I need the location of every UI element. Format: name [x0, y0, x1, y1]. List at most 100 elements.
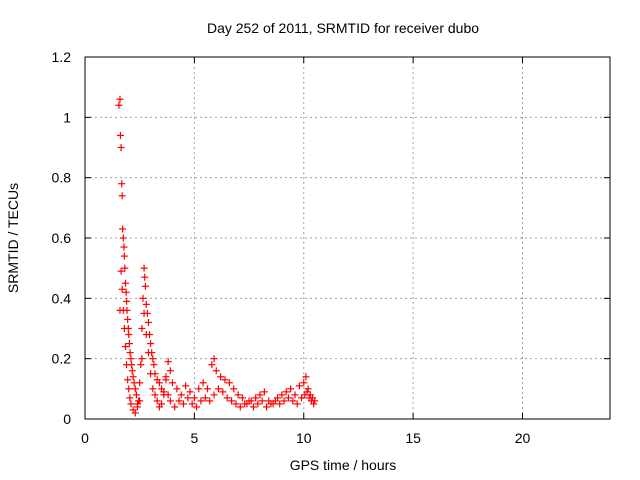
y-tick-label: 1.2	[52, 49, 72, 65]
data-point	[212, 367, 220, 375]
data-point	[234, 391, 242, 399]
data-point	[300, 379, 308, 387]
data-point	[117, 267, 125, 275]
data-point	[120, 243, 128, 251]
data-point	[195, 385, 203, 393]
data-point	[149, 385, 157, 393]
data-point	[149, 355, 157, 363]
data-point	[121, 279, 129, 287]
data-point	[118, 192, 126, 200]
data-point	[230, 385, 238, 393]
data-point	[126, 394, 134, 402]
data-point	[142, 331, 150, 339]
plot-frame	[84, 56, 611, 420]
x-tick-label: 15	[405, 430, 421, 446]
data-point	[131, 409, 139, 417]
data-point	[225, 379, 233, 387]
data-point	[245, 397, 253, 405]
data-point	[141, 282, 149, 290]
data-point	[258, 397, 266, 405]
data-point	[177, 391, 185, 399]
data-point	[228, 397, 236, 405]
data-point	[134, 403, 141, 411]
data-point	[119, 306, 127, 314]
data-point	[201, 394, 209, 402]
data-point	[214, 385, 222, 393]
data-point	[256, 391, 264, 399]
data-point	[284, 394, 292, 402]
data-point	[210, 391, 218, 399]
grid-lines	[85, 57, 610, 419]
data-point	[280, 397, 288, 405]
data-point	[164, 391, 172, 399]
data-point	[126, 349, 134, 357]
y-axis-label: SRMTID / TECUs	[5, 183, 21, 293]
x-tick-labels: 0 5 10 15 20	[81, 430, 530, 446]
data-point	[232, 400, 240, 408]
data-point	[171, 403, 179, 411]
data-point	[136, 379, 144, 387]
data-point	[302, 373, 310, 381]
data-point	[193, 403, 201, 411]
data-point	[132, 391, 140, 399]
data-point	[155, 379, 163, 387]
data-point	[173, 385, 181, 393]
data-point	[219, 388, 227, 396]
data-point	[116, 95, 124, 103]
x-tick-label: 5	[190, 430, 198, 446]
chart-title: Day 252 of 2011, SRMTID for receiver dub…	[207, 20, 479, 36]
data-point	[260, 388, 268, 396]
data-point	[303, 388, 311, 396]
data-point	[263, 403, 271, 411]
data-point	[120, 325, 128, 332]
data-point	[186, 388, 194, 396]
data-point	[210, 355, 218, 363]
data-point	[221, 376, 229, 384]
data-point	[138, 325, 146, 332]
data-point	[278, 391, 286, 399]
y-tick-label: 0.2	[52, 351, 72, 367]
data-point	[276, 400, 284, 408]
data-point	[140, 264, 148, 272]
data-point	[206, 397, 214, 405]
data-point	[141, 273, 149, 281]
x-tick-label: 20	[515, 430, 531, 446]
data-point	[190, 394, 198, 402]
data-point	[254, 400, 262, 408]
data-point	[304, 385, 312, 393]
data-point	[188, 400, 196, 408]
data-point	[241, 400, 249, 408]
data-point	[131, 385, 139, 393]
data-point	[153, 397, 161, 405]
data-point	[175, 397, 183, 405]
data-point	[127, 400, 135, 408]
data-point	[142, 300, 150, 308]
data-point	[236, 403, 244, 411]
data-point	[139, 294, 147, 302]
data-point	[137, 361, 145, 369]
data-point	[128, 367, 136, 375]
y-tick-label: 0	[63, 411, 71, 427]
data-point	[121, 343, 129, 351]
data-point	[123, 297, 131, 305]
data-point	[239, 394, 246, 402]
data-point	[166, 367, 174, 375]
data-point	[179, 400, 187, 408]
data-points	[115, 95, 319, 417]
data-point	[140, 309, 148, 317]
data-point	[289, 397, 297, 405]
data-point	[118, 285, 126, 293]
data-point	[197, 397, 205, 405]
data-point	[115, 101, 123, 109]
data-point	[150, 361, 158, 369]
data-point	[162, 376, 170, 384]
data-point	[223, 394, 231, 402]
data-point	[119, 225, 127, 233]
data-point	[249, 403, 257, 411]
data-point	[129, 373, 137, 381]
data-point	[182, 382, 190, 390]
data-point	[169, 379, 176, 387]
data-point	[151, 391, 159, 399]
